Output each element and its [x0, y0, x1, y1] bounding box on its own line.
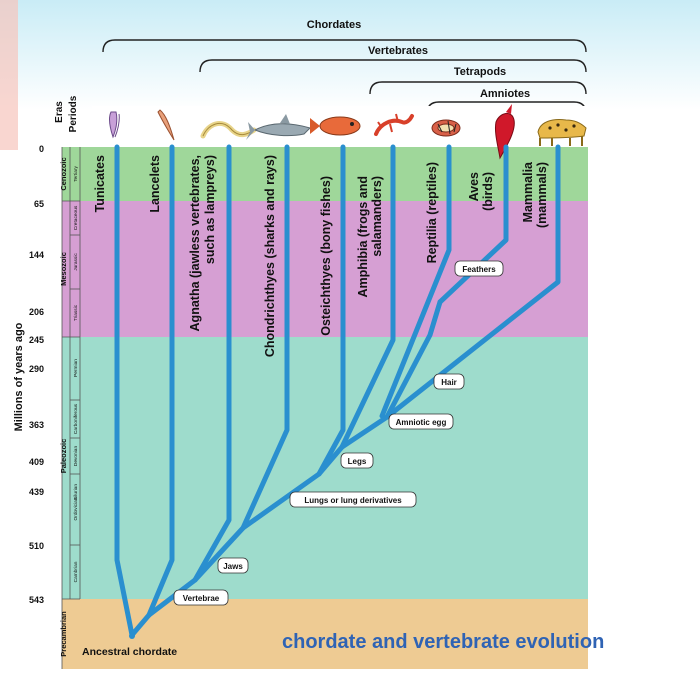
svg-text:Vertebrae: Vertebrae	[183, 594, 220, 603]
taxon-osteichthyes: Osteichthyes (bony fishes)	[319, 176, 333, 336]
period-tertiary: Tertiary	[73, 166, 79, 182]
era-cenozoic: Cenozoic	[59, 157, 68, 190]
svg-text:Feathers: Feathers	[462, 265, 496, 274]
y-tick-label: 510	[29, 541, 44, 551]
taxon-mammalia: Mammalia(mammals)	[521, 161, 549, 228]
trait-hair: Hair	[433, 373, 465, 390]
taxon-amphibia: Amphibia (frogs andsalamanders)	[356, 176, 384, 298]
tunicate-icon	[109, 111, 120, 139]
y-tick-label: 409	[29, 457, 44, 467]
taxon-chondrichthyes: Chondrichthyes (sharks and rays)	[263, 155, 277, 357]
branch-aves	[437, 144, 509, 305]
edge-tint	[0, 0, 18, 150]
era-precambrian: Precambrian	[59, 611, 68, 657]
taxon-reptilia: Reptilia (reptiles)	[425, 162, 439, 263]
svg-text:Jaws: Jaws	[223, 562, 243, 571]
snake-icon	[431, 119, 461, 137]
y-tick-label: 543	[29, 595, 44, 605]
branch-lancelets	[146, 144, 175, 618]
header-periods: Periods	[68, 95, 79, 132]
branch-agnatha	[192, 144, 232, 583]
period-cambrian: Cambrian	[73, 561, 79, 582]
bracket-vertebrates	[199, 59, 587, 73]
era-paleozoic: Paleozoic	[59, 439, 68, 474]
y-axis-label: Millions of years ago	[13, 322, 25, 431]
fish-icon	[310, 116, 361, 136]
bracket-tetrapods	[369, 81, 587, 95]
clade-labels: Chordates Vertebrates Tetrapods Amniotes	[307, 19, 530, 100]
period-cretaceous: Cretaceous	[73, 205, 79, 230]
y-tick-label: 206	[29, 307, 44, 317]
period-permian: Permian	[73, 359, 79, 377]
period-labels: Tertiary Cretaceous Jurassic Triassic Pe…	[73, 166, 79, 583]
y-axis-ticks: 0 65 144 206 245 290 363 409 439 510 543	[29, 144, 44, 605]
trait-lungs: Lungs or lung derivatives	[289, 491, 417, 508]
y-tick-label: 144	[29, 250, 44, 260]
branch-amphibia	[339, 144, 396, 450]
label-amniotes: Amniotes	[480, 88, 530, 100]
root-node	[129, 633, 135, 639]
taxon-agnatha: Agnatha (jawless vertebrates,such as lam…	[188, 155, 217, 331]
branch-chondrichthyes	[240, 144, 290, 531]
label-chordates: Chordates	[307, 19, 361, 31]
taxon-aves: Aves(birds)	[467, 172, 495, 211]
y-tick-label: 0	[39, 144, 44, 154]
period-silurian: Silurian	[73, 484, 79, 500]
period-carboniferous: Carboniferous	[73, 403, 79, 434]
svg-text:Amniotic egg: Amniotic egg	[396, 418, 447, 427]
svg-text:Legs: Legs	[348, 457, 367, 466]
branch-reptilia	[379, 144, 452, 419]
taxon-tunicates: Tunicates	[93, 155, 107, 212]
trait-amniotic-egg: Amniotic egg	[388, 413, 454, 430]
lamprey-icon	[200, 120, 257, 139]
leopard-icon	[537, 119, 587, 146]
period-triassic: Triassic	[73, 304, 79, 321]
caption: chordate and vertebrate evolution	[282, 631, 604, 653]
period-ordovician: Ordovician	[73, 497, 79, 520]
top-glow	[0, 0, 700, 110]
svg-text:Hair: Hair	[441, 378, 457, 387]
main-trunk	[129, 299, 443, 638]
y-tick-label: 245	[29, 335, 44, 345]
bird-icon	[495, 104, 515, 160]
root-label: Ancestral chordate	[82, 646, 177, 658]
shark-icon	[246, 114, 311, 140]
taxon-lancelets: Lancelets	[148, 155, 162, 213]
trait-feathers: Feathers	[454, 260, 504, 277]
trait-labels: Vertebrae Jaws Lungs or lung derivatives…	[173, 260, 504, 606]
taxon-labels: Tunicates Lancelets Agnatha (jawless ver…	[93, 155, 549, 357]
salamander-icon	[374, 113, 414, 136]
header-eras: Eras	[54, 101, 65, 123]
phylogeny-branches	[114, 144, 561, 638]
era-mesozoic: Mesozoic	[59, 252, 68, 286]
trait-vertebrae: Vertebrae	[173, 589, 229, 606]
svg-text:Lungs or lung derivatives: Lungs or lung derivatives	[304, 496, 402, 505]
y-tick-label: 439	[29, 487, 44, 497]
lancelet-icon	[157, 109, 175, 141]
y-tick-label: 65	[34, 199, 44, 209]
y-tick-label: 363	[29, 420, 44, 430]
period-devonian: Devonian	[73, 446, 79, 467]
branch-mammalia	[384, 144, 561, 420]
branch-tunicates	[114, 144, 135, 638]
trait-jaws: Jaws	[217, 557, 249, 574]
label-vertebrates: Vertebrates	[368, 45, 428, 57]
label-tetrapods: Tetrapods	[454, 66, 506, 78]
bracket-chordates	[102, 39, 587, 53]
y-tick-label: 290	[29, 364, 44, 374]
period-jurassic: Jurassic	[73, 253, 79, 271]
organism-strip	[92, 104, 588, 160]
branch-osteichthyes	[316, 144, 346, 477]
period-dividers	[61, 147, 81, 669]
trait-legs: Legs	[340, 452, 374, 469]
